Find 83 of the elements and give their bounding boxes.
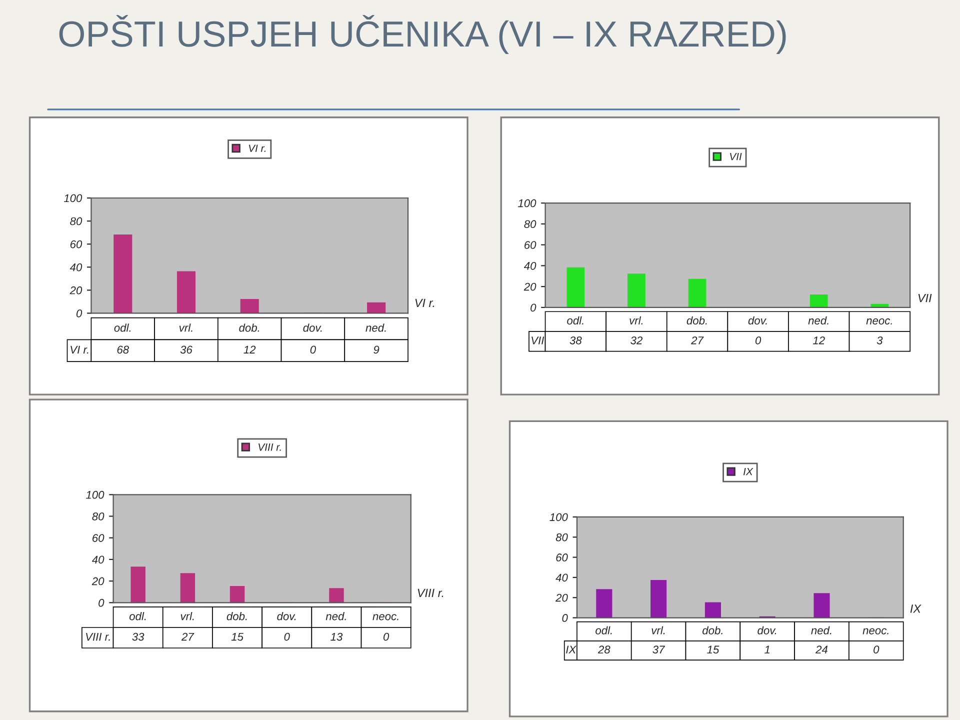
x-tick-label: dob. <box>239 324 260 332</box>
x-tick-label: vrl. <box>630 316 643 324</box>
y-tick-label: 60 <box>92 534 104 542</box>
y-tick-label: 80 <box>524 220 536 228</box>
data-label: 24 <box>816 646 828 654</box>
x-tick-label: dov. <box>758 626 776 634</box>
data-label: 15 <box>231 632 244 641</box>
y-tick-label: 100 <box>64 194 82 202</box>
y-tick-label: 60 <box>70 240 82 248</box>
legend-label: VI r. <box>248 144 266 152</box>
x-tick-label: ned. <box>811 626 832 634</box>
x-tick-label: odl. <box>114 324 130 332</box>
y-tick-label: 60 <box>556 554 568 562</box>
x-tick-label: ned. <box>366 324 386 332</box>
y-tick-label: 20 <box>524 282 536 291</box>
x-tick-label: dov. <box>303 324 322 332</box>
y-tick-label: 60 <box>524 241 536 249</box>
data-label: 0 <box>874 646 880 654</box>
text: VII <box>918 294 932 302</box>
data-label: 0 <box>383 632 390 641</box>
x-tick-label: dov. <box>277 612 296 620</box>
data-label: 27 <box>181 632 194 641</box>
text: IX <box>566 646 576 654</box>
x-tick-label: odl. <box>596 626 612 634</box>
text: IX <box>910 604 922 613</box>
data-label: 13 <box>330 632 343 641</box>
data-label: 15 <box>707 646 720 654</box>
x-tick-label: neoc. <box>372 614 398 620</box>
y-tick-label: 80 <box>70 217 82 226</box>
y-tick-label: 20 <box>92 577 104 586</box>
text: VII <box>532 336 544 344</box>
x-tick-label: vrl. <box>180 612 194 620</box>
data-label: 0 <box>755 336 762 344</box>
data-label: 3 <box>876 336 883 344</box>
text: VI r. <box>70 346 88 354</box>
x-tick-label: dob. <box>702 626 722 634</box>
x-tick-label: ned. <box>808 316 828 325</box>
y-tick-label: 80 <box>556 533 568 542</box>
x-tick-label: odl. <box>129 612 146 620</box>
y-tick-label: 0 <box>530 304 536 312</box>
text: VIII r. <box>86 632 110 641</box>
x-tick-label: vrl. <box>179 324 192 332</box>
y-tick-label: 40 <box>70 263 82 272</box>
y-tick-label: 0 <box>98 598 104 607</box>
text: VIII r. <box>418 588 444 598</box>
x-tick-label: neoc. <box>866 318 892 325</box>
x-tick-label: dov. <box>748 316 767 325</box>
y-tick-label: 80 <box>92 512 104 520</box>
data-label: 0 <box>284 632 290 641</box>
data-label: 12 <box>812 336 825 344</box>
y-tick-label: 20 <box>556 594 568 602</box>
x-tick-label: vrl. <box>652 626 665 634</box>
data-label: 68 <box>117 346 129 354</box>
legend-label: VII <box>730 153 742 160</box>
data-label: 38 <box>570 336 582 344</box>
y-tick-label: 100 <box>518 199 536 208</box>
data-label: 32 <box>630 336 642 344</box>
x-tick-label: dob. <box>686 316 707 325</box>
chart-title: OPŠTI USPJEH UČENIKA (VI – IX RAZRED) <box>59 14 786 54</box>
data-label: 36 <box>180 346 192 354</box>
y-tick-label: 100 <box>550 513 568 522</box>
data-label: 33 <box>132 632 144 641</box>
data-label: 27 <box>691 336 704 344</box>
data-label: 0 <box>310 346 316 354</box>
y-tick-label: 0 <box>562 614 568 622</box>
x-tick-label: odl. <box>567 316 584 325</box>
y-tick-label: 100 <box>86 490 104 499</box>
legend-label: VIII r. <box>258 444 281 451</box>
x-tick-label: dob. <box>226 612 247 620</box>
y-tick-label: 20 <box>70 286 82 294</box>
data-label: 9 <box>374 346 380 354</box>
x-tick-label: neoc. <box>862 628 888 634</box>
data-label: 12 <box>244 346 256 354</box>
text: VI r. <box>415 298 434 308</box>
data-label: 37 <box>652 646 666 654</box>
y-tick-label: 40 <box>524 262 536 270</box>
legend-label: IX <box>743 468 754 476</box>
y-tick-label: 0 <box>76 309 82 318</box>
x-tick-label: ned. <box>326 612 346 620</box>
y-tick-label: 40 <box>556 574 568 582</box>
data-label: 1 <box>764 646 770 654</box>
y-tick-label: 40 <box>92 556 104 564</box>
data-label: 28 <box>598 646 610 654</box>
